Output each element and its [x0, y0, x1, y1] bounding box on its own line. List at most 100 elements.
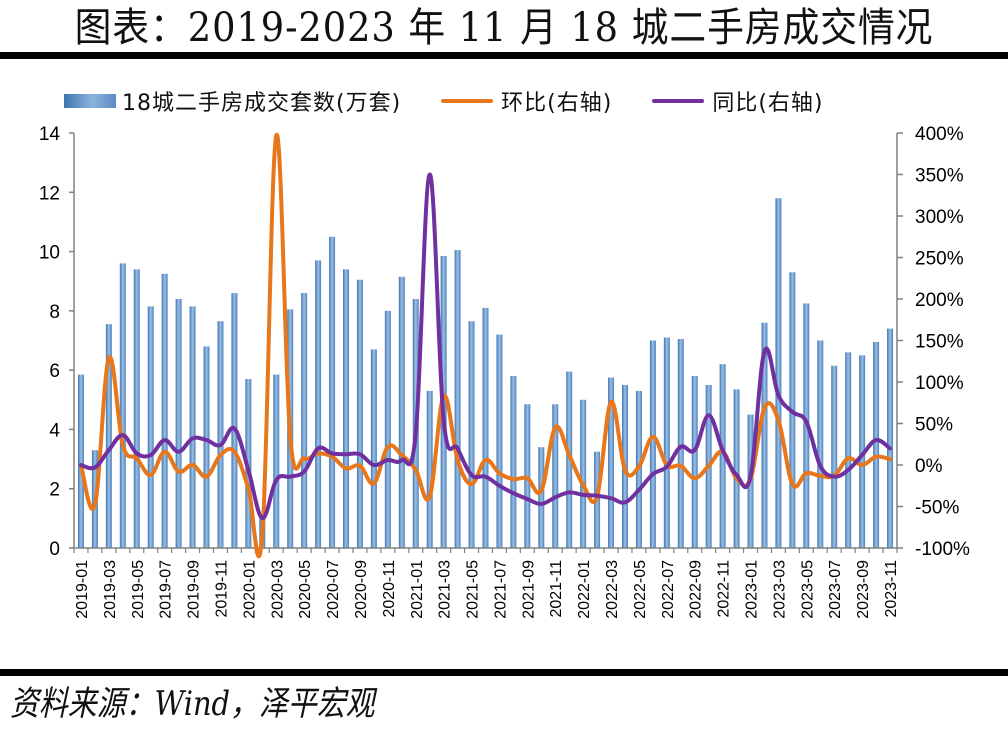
- y-right-tick-label: 300%: [915, 207, 964, 228]
- bar-2019-05: [133, 269, 140, 548]
- x-tick-label: 2021-09: [520, 560, 537, 619]
- x-tick-label: 2020-07: [325, 560, 342, 619]
- x-tick-label: 2022-05: [632, 560, 649, 619]
- y-left-tick-label: 14: [39, 124, 61, 145]
- bar-2023-09: [859, 355, 866, 548]
- bar-2021-06: [482, 307, 489, 548]
- legend-item-yoy: 同比(右轴): [652, 85, 823, 117]
- y-left-tick-label: 8: [49, 302, 60, 323]
- bar-2023-11: [887, 328, 894, 548]
- x-tick-label: 2023-03: [771, 560, 788, 619]
- y-right-tick-label: 50%: [915, 415, 953, 436]
- x-tick-label: 2019-05: [130, 560, 147, 619]
- axes: 0 2 4 6 8 10 12 14 -100% -50% 0% 50% 100% 150% 200% 250…: [39, 124, 970, 619]
- legend-label-volume: 18城二手房成交套数(万套): [122, 91, 402, 116]
- top-rule: [0, 52, 1008, 59]
- bar-2022-06: [649, 340, 656, 548]
- bar-2023-02: [761, 322, 768, 548]
- x-tick-label: 2019-01: [74, 560, 91, 619]
- x-tick-label: 2020-09: [353, 560, 370, 619]
- legend: 18城二手房成交套数(万套) 环比(右轴) 同比(右轴): [64, 86, 864, 116]
- y-left-tick-label: 0: [49, 539, 60, 560]
- x-tick-label: 2023-07: [827, 560, 844, 619]
- yoy-line: [78, 172, 893, 521]
- y-left-tick-label: 12: [39, 183, 60, 204]
- bar-2019-04: [119, 263, 126, 548]
- y-left-tick-label: 4: [49, 420, 60, 441]
- legend-item-volume: 18城二手房成交套数(万套): [64, 85, 401, 117]
- bar-2020-09: [356, 279, 363, 548]
- bar-2019-09: [189, 306, 196, 548]
- x-tick-label: 2020-01: [241, 560, 258, 619]
- y-right-tick-label: -100%: [915, 539, 970, 560]
- y-left-tick-label: 10: [39, 243, 60, 264]
- x-tick-label: 2019-03: [102, 560, 119, 619]
- bottom-rule: [0, 669, 1008, 676]
- bar-2022-03: [608, 377, 615, 548]
- x-tick-label: 2019-11: [213, 560, 230, 618]
- bar-2020-06: [315, 260, 322, 548]
- x-tick-label: 2021-01: [409, 560, 426, 619]
- legend-swatch-yoy: [652, 99, 705, 103]
- x-tick-label: 2023-11: [883, 560, 900, 618]
- y-left-tick-label: 2: [49, 480, 60, 501]
- bar-2019-12: [231, 293, 238, 548]
- bar-2022-12: [733, 389, 740, 548]
- bar-2020-12: [398, 276, 405, 548]
- bar-2023-03: [775, 198, 782, 548]
- chart-plot: 0 2 4 6 8 10 12 14 -100% -50% 0% 50% 100% 150% 200% 250…: [39, 124, 970, 619]
- bar-2023-08: [845, 352, 852, 548]
- chart-title: 图表：2019-2023 年 11 月 18 城二手房成交情况: [74, 5, 934, 51]
- bar-2020-10: [370, 349, 377, 548]
- bar-2022-08: [677, 339, 684, 548]
- x-tick-label: 2022-09: [688, 560, 705, 619]
- y-left-tick-label: 6: [49, 361, 60, 382]
- bar-2023-10: [873, 341, 880, 548]
- x-tick-label: 2020-11: [381, 560, 398, 618]
- x-tick-label: 2020-03: [269, 560, 286, 619]
- bar-2019-10: [203, 346, 210, 548]
- source-note: 资料来源：Wind，泽平宏观: [10, 684, 375, 724]
- bar-2019-07: [161, 273, 168, 548]
- bar-2020-05: [301, 293, 308, 548]
- x-tick-label: 2021-05: [465, 560, 482, 619]
- bar-2022-09: [691, 376, 698, 548]
- bar-2019-06: [147, 306, 154, 548]
- bar-2021-11: [552, 404, 559, 548]
- x-tick-label: 2022-11: [716, 560, 733, 618]
- bar-2020-08: [343, 269, 350, 548]
- y-right-tick-label: 150%: [915, 332, 964, 353]
- x-tick-label: 2022-03: [604, 560, 621, 619]
- bar-2019-08: [175, 299, 182, 548]
- x-tick-label: 2023-01: [744, 560, 761, 619]
- bar-2021-10: [538, 447, 545, 548]
- bar-2021-02: [426, 390, 433, 548]
- x-tick-label: 2023-09: [855, 560, 872, 619]
- x-tick-label: 2019-07: [158, 560, 175, 619]
- bar-2021-04: [454, 250, 461, 548]
- bar-2021-12: [566, 371, 573, 548]
- y-right-tick-label: -50%: [915, 498, 959, 519]
- x-tick-label: 2019-09: [186, 560, 203, 619]
- bar-2019-01: [77, 374, 84, 548]
- bar-2021-05: [468, 321, 475, 548]
- bar-2021-08: [510, 376, 517, 548]
- bar-2023-07: [831, 365, 838, 548]
- bar-2020-03: [273, 374, 280, 548]
- legend-item-mom: 环比(右轴): [441, 85, 612, 117]
- x-tick-label: 2023-05: [799, 560, 816, 619]
- bar-2022-07: [663, 337, 670, 548]
- bar-2022-11: [719, 364, 726, 548]
- bar-2021-09: [524, 404, 531, 548]
- bar-series: [77, 198, 894, 548]
- bar-2021-07: [496, 334, 503, 548]
- x-tick-label: 2020-05: [297, 560, 314, 619]
- y-right-tick-label: 100%: [915, 373, 964, 394]
- legend-label-yoy: 同比(右轴): [712, 91, 824, 116]
- y-right-tick-label: 0%: [915, 456, 943, 477]
- x-tick-label: 2022-07: [660, 560, 677, 619]
- legend-swatch-mom: [441, 99, 494, 103]
- x-tick-label: 2021-07: [492, 560, 509, 619]
- legend-swatch-volume: [64, 94, 116, 108]
- y-right-tick-label: 350%: [915, 166, 964, 187]
